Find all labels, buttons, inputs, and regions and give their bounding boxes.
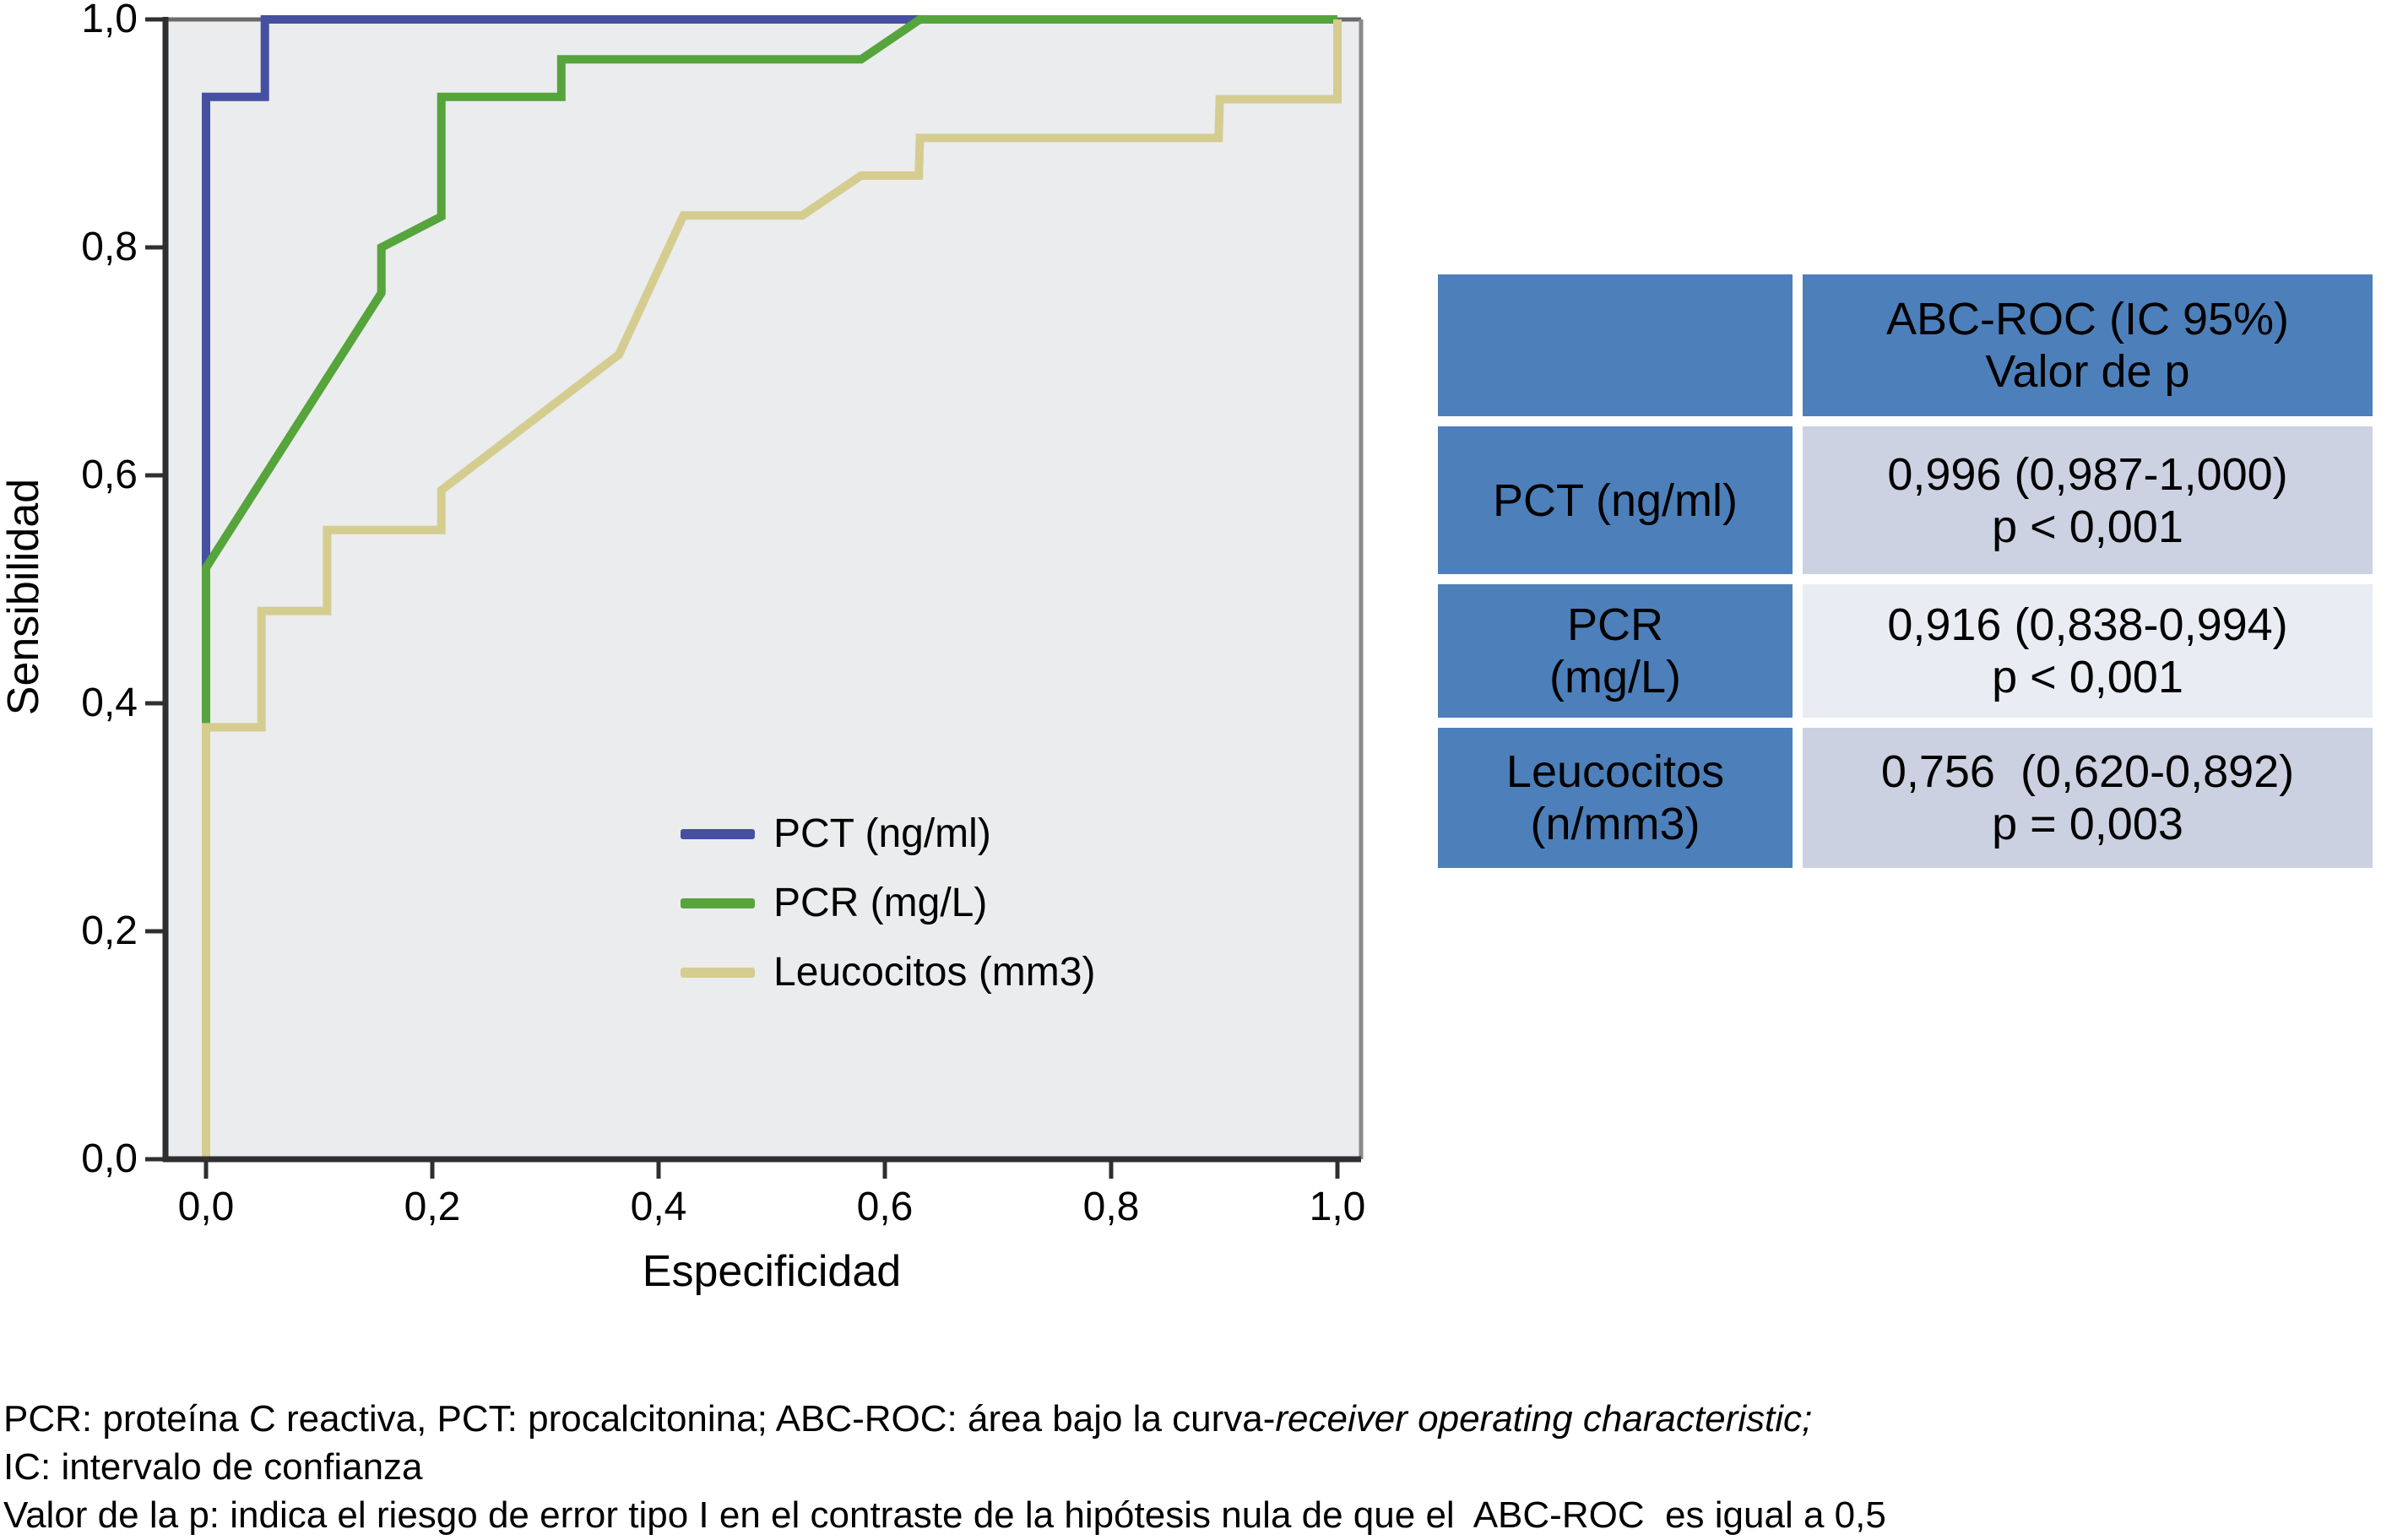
p-value: p < 0,001 [1992, 501, 2183, 552]
p-value: p < 0,001 [1992, 652, 2183, 702]
leucocitos-line-swatch-icon [681, 968, 755, 978]
auc-value: 0,916 (0,838-0,994) [1887, 599, 2288, 650]
roc-curves [202, 15, 1342, 1159]
legend-label-pct: PCT (ng/ml) [773, 811, 991, 856]
auc-value: 0,756 (0,620-0,892) [1880, 746, 2295, 797]
x-tick-label: 1,0 [1309, 1185, 1366, 1229]
auc-results-table: ABC-ROC (IC 95%) Valor de p PCT (ng/ml) … [1438, 274, 2373, 868]
row-label-text: Leucocitos [1505, 746, 1725, 797]
row-label-text: (mg/L) [1549, 652, 1681, 702]
x-axis-title: Especificidad [642, 1247, 902, 1296]
y-tick-label: 0,4 [81, 681, 138, 725]
table-header-empty-cell [1438, 274, 1793, 416]
y-tick-label: 0,2 [81, 908, 138, 953]
chart-legend: PCT (ng/ml) PCR (mg/L) Leucocitos (mm3) [681, 811, 1095, 996]
p-value: p = 0,003 [1992, 799, 2183, 849]
table-row-value-pct: 0,996 (0,987-1,000) p < 0,001 [1803, 426, 2373, 574]
table-row-value-leucocitos: 0,756 (0,620-0,892) p = 0,003 [1803, 728, 2373, 868]
footnote-line-3: Valor de la p: indica el riesgo de error… [3, 1494, 1886, 1536]
table-header-value-cell: ABC-ROC (IC 95%) Valor de p [1803, 274, 2373, 416]
y-tick-label: 1,0 [81, 0, 138, 41]
row-label-text: (n/mm3) [1530, 799, 1700, 849]
footnote-roc-term-italic: receiver operating characteristic; [1275, 1398, 1813, 1440]
table-header-line1: ABC-ROC (IC 95%) [1885, 294, 2290, 344]
auc-value: 0,996 (0,987-1,000) [1887, 448, 2288, 500]
legend-item-pct: PCT (ng/ml) [681, 811, 1095, 858]
table-row-value-pcr: 0,916 (0,838-0,994) p < 0,001 [1803, 584, 2373, 718]
legend-label-leucocitos: Leucocitos (mm3) [773, 950, 1096, 995]
y-tick-label: 0,6 [81, 453, 138, 497]
footnote-line-1: PCR: proteína C reactiva, PCT: procalcit… [3, 1395, 2384, 1443]
x-tick-label: 0,0 [177, 1185, 235, 1229]
legend-item-leucocitos: Leucocitos (mm3) [681, 949, 1095, 996]
table-row-label-leucocitos: Leucocitos (n/mm3) [1438, 728, 1793, 868]
legend-label-pcr: PCR (mg/L) [773, 881, 988, 925]
row-label-text: PCR [1566, 599, 1663, 650]
footnote-line-2: IC: intervalo de confianza [3, 1446, 423, 1488]
footnote-abbreviations: PCR: proteína C reactiva, PCT: procalcit… [3, 1398, 1276, 1440]
y-tick-label: 0,8 [81, 225, 138, 269]
table-row-label-pct: PCT (ng/ml) [1438, 426, 1793, 574]
roc-curve-0 [202, 15, 1337, 1159]
pcr-line-swatch-icon [681, 898, 755, 908]
row-label-text: PCT (ng/ml) [1492, 474, 1738, 526]
legend-item-pcr: PCR (mg/L) [681, 880, 1095, 927]
roc-curve-2 [202, 19, 1342, 1159]
x-tick-label: 0,2 [404, 1185, 461, 1229]
pct-line-swatch-icon [681, 829, 755, 839]
x-tick-label: 0,4 [630, 1185, 687, 1229]
x-tick-label: 0,8 [1082, 1185, 1140, 1229]
table-header-line2: Valor de p [1985, 346, 2190, 397]
y-axis-title: Sensibilidad [0, 478, 48, 716]
x-tick-label: 0,6 [856, 1185, 914, 1229]
table-row-label-pcr: PCR (mg/L) [1438, 584, 1793, 718]
roc-curve-1 [202, 15, 1337, 1159]
y-tick-label: 0,0 [81, 1136, 138, 1181]
figure-footnotes: PCR: proteína C reactiva, PCT: procalcit… [3, 1395, 2384, 1539]
plot-area [165, 19, 1361, 1159]
axis-tick-marks [145, 17, 1340, 1179]
